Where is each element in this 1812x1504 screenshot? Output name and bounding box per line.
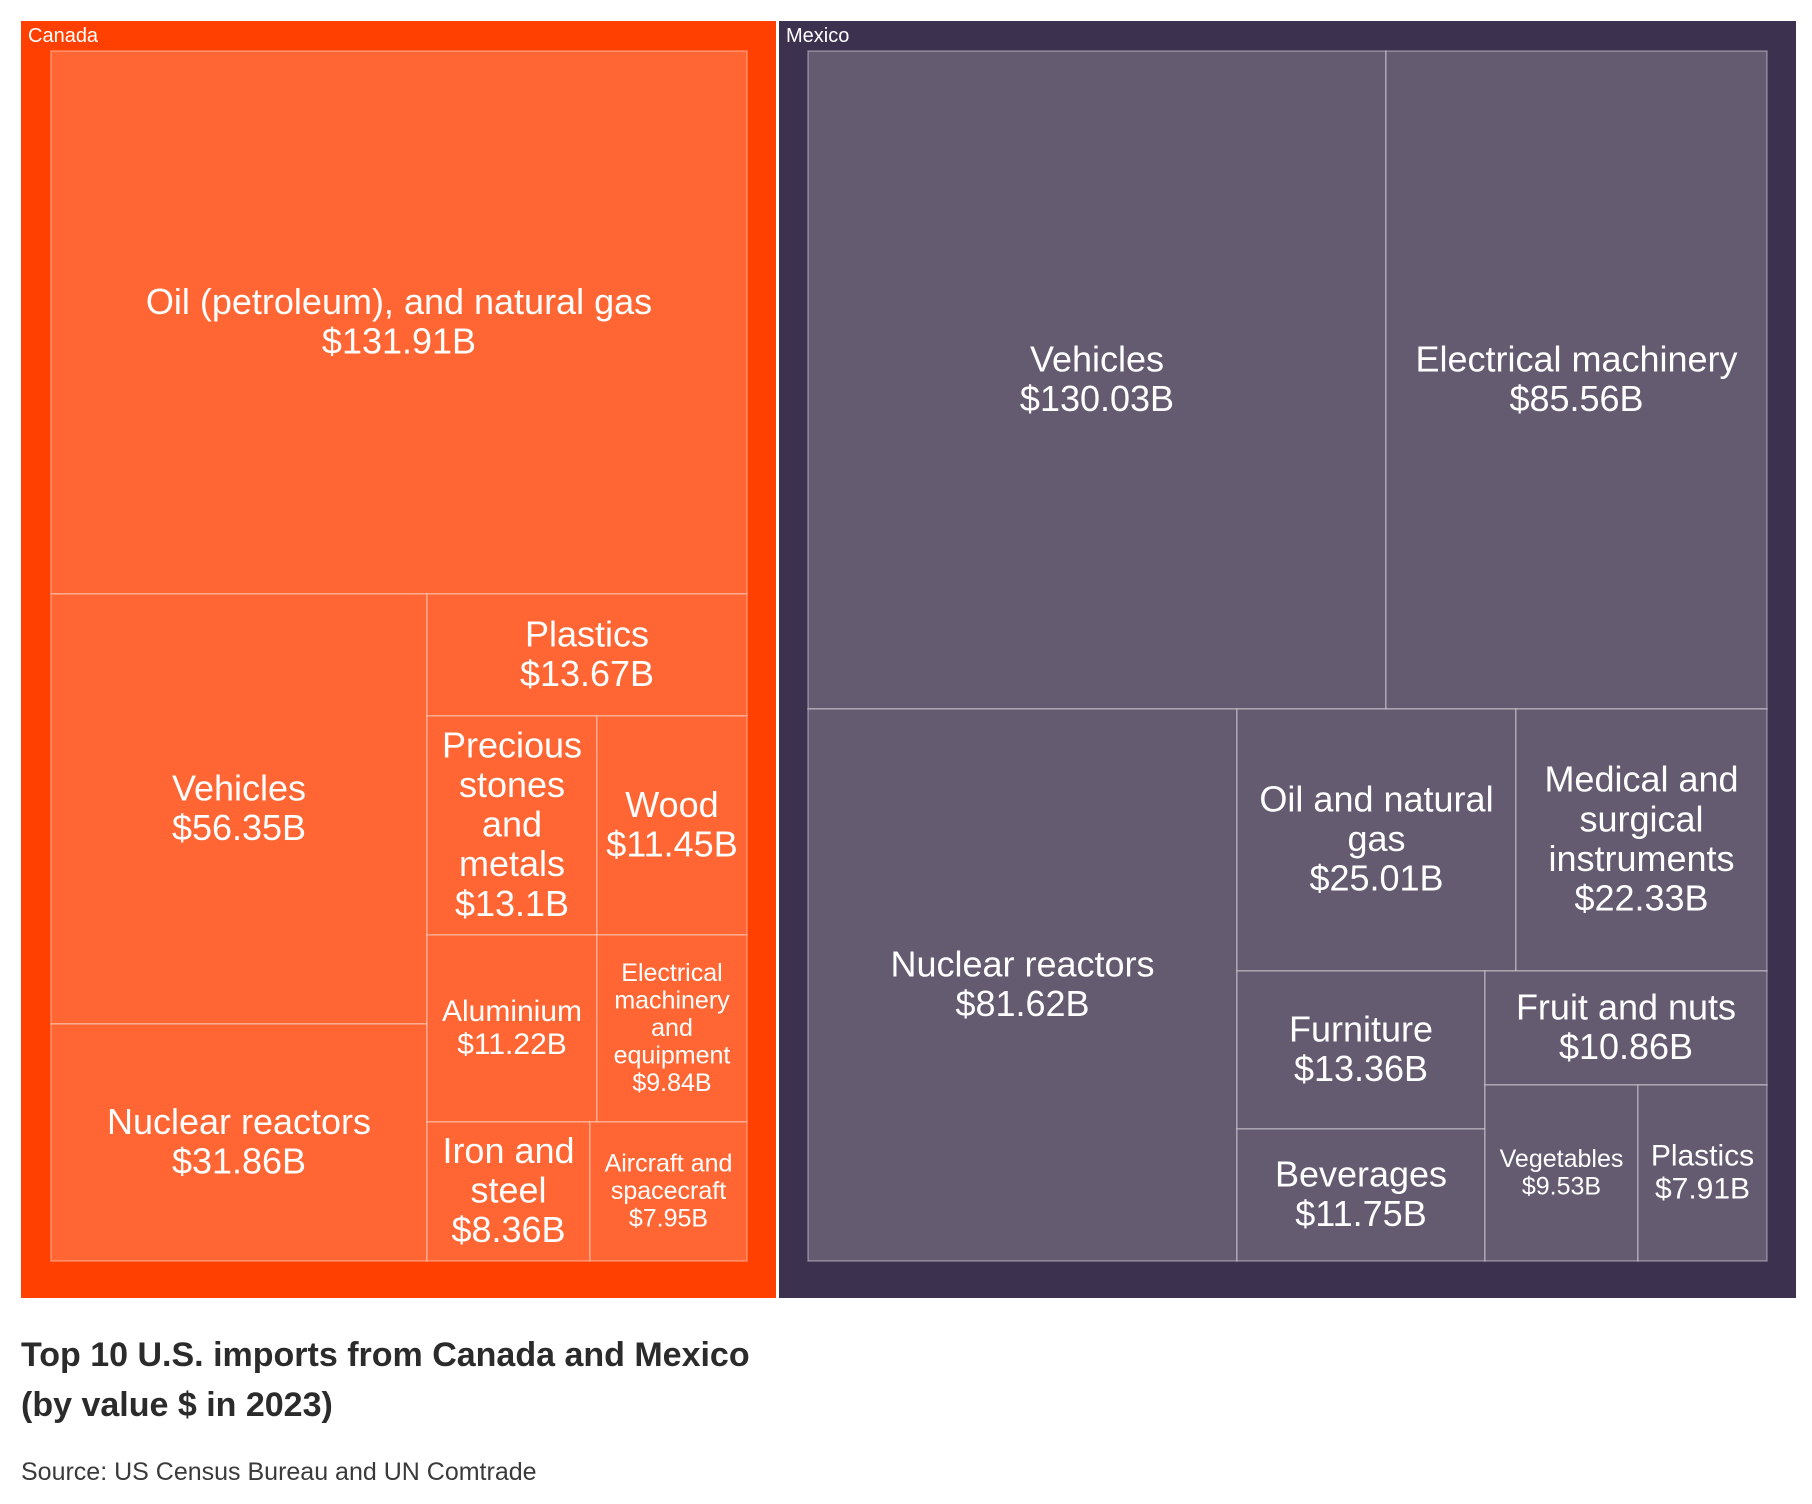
treemap-cell-mexico-5 [1515, 708, 1768, 972]
treemap-label-mexico-8: Fruit and nuts $10.86B [1516, 986, 1736, 1067]
chart-title-line-1: Top 10 U.S. imports from Canada and Mexi… [21, 1336, 750, 1374]
treemap-cell-canada-10 [589, 1121, 748, 1262]
treemap-chart: Canada Oil (petroleum), and natural gas $1… [21, 21, 1796, 1298]
treemap-cell-canada-3 [50, 1023, 428, 1262]
treemap-cell-canada-6 [596, 715, 748, 936]
treemap-label-canada-3: Nuclear reactors $31.86B [107, 1101, 371, 1182]
treemap-cell-canada-4 [426, 593, 748, 717]
chart-title-line-2: (by value $ in 2023) [21, 1386, 333, 1424]
treemap-label-canada-10: Aircraft and spacecraft $7.95B [605, 1150, 733, 1233]
treemap-label-mexico-9: Vegetables $9.53B [1500, 1145, 1624, 1201]
treemap-cell-mexico-8 [1484, 970, 1768, 1086]
group-label-mexico: Mexico [786, 25, 849, 47]
treemap-label-mexico-7: Beverages $11.75B [1275, 1153, 1447, 1234]
chart-source: Source: US Census Bureau and UN Comtrade [21, 1458, 537, 1486]
treemap-label-canada-6: Wood $11.45B [606, 784, 737, 865]
treemap-cell-mexico-10 [1637, 1084, 1768, 1262]
treemap-label-canada-8: Electrical machinery and equipment $9.84B [614, 959, 731, 1097]
treemap-cell-canada-1 [50, 50, 748, 595]
treemap-label-mexico-3: Nuclear reactors $81.62B [890, 943, 1154, 1024]
treemap-label-mexico-1: Vehicles $130.03B [1020, 338, 1174, 419]
treemap-label-mexico-6: Furniture $13.36B [1289, 1008, 1433, 1089]
treemap-label-canada-4: Plastics $13.67B [520, 613, 654, 694]
treemap-label-canada-9: Iron and steel $8.36B [442, 1130, 574, 1250]
treemap-cell-canada-9 [426, 1121, 591, 1262]
treemap-label-mexico-5: Medical and surgical instruments $22.33B [1544, 759, 1738, 919]
treemap-cell-mexico-7 [1236, 1128, 1486, 1262]
treemap-cell-canada-8 [596, 934, 748, 1123]
treemap-label-mexico-2: Electrical machinery $85.56B [1415, 338, 1737, 419]
treemap-label-canada-2: Vehicles $56.35B [172, 767, 306, 848]
treemap-label-mexico-4: Oil and natural gas $25.01B [1259, 778, 1493, 898]
group-label-canada: Canada [28, 25, 99, 47]
treemap-label-mexico-10: Plastics $7.91B [1651, 1140, 1754, 1206]
treemap-cell-mexico-1 [807, 50, 1387, 710]
treemap-svg: Canada Oil (petroleum), and natural gas $1… [21, 21, 1796, 1298]
treemap-label-canada-1: Oil (petroleum), and natural gas $131.91B [146, 281, 652, 362]
treemap-cell-mexico-2 [1385, 50, 1768, 710]
treemap-cell-mexico-3 [807, 708, 1238, 1262]
treemap-cell-canada-5 [426, 715, 598, 936]
treemap-label-canada-5: Precious stones and metals $13.1B [442, 724, 582, 923]
treemap-label-canada-7: Aluminium $11.22B [442, 995, 582, 1061]
chart-title: Top 10 U.S. imports from Canada and Mexi… [21, 1330, 921, 1430]
treemap-cell-canada-2 [50, 593, 428, 1025]
